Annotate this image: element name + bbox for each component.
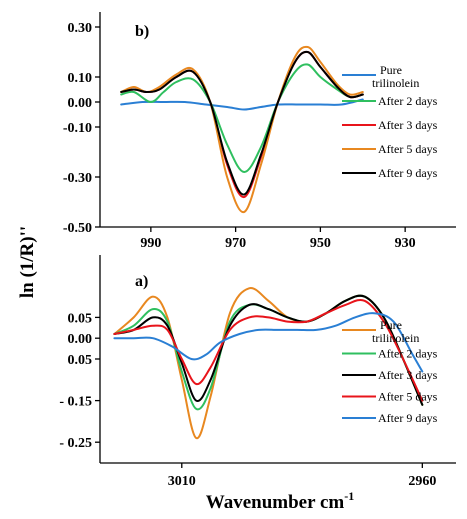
panel-b-series-after-2-days [120,63,364,173]
legend-label-after-9-days: After 9 days [378,166,438,180]
panel-b-x-tick-label: 930 [395,236,416,251]
panel-b-label: b) [135,23,149,40]
panel-a-ticks: 3010 2960 0.05 0.00 0.05 - 0.15 - 0.25 [59,311,436,489]
panel-b-y-tick-label: -0.50 [63,221,92,236]
legend-label-after-3-days: After 3 days [378,368,438,382]
panel-b: b) 990 970 950 930 0.30 0.10 0.00 -0.10 -0.30 -0.… [63,12,456,251]
panel-b-y-tick-label: -0.10 [63,121,92,136]
legend-label-after-9-days: After 9 days [378,411,438,425]
panel-a-series-after-3-days [113,294,424,406]
legend-label-after-2-days: After 2 days [378,347,438,361]
panel-a-plot [113,287,424,440]
panel-b-plot [120,45,364,214]
panel-b-legend: Pure trilinolein After 2 days After 3 days A… [342,63,438,180]
legend-label-pure-trilinolein: Pure trilinolein [372,63,419,90]
panel-b-y-tick-label: 0.30 [68,21,93,36]
panel-a-x-tick-label: 2960 [408,474,436,489]
panel-a: a) 3010 2960 0.05 0.00 0.05 - 0.15 - 0.25 Pure… [59,255,456,489]
panel-a-y-tick-label: 0.00 [68,332,93,347]
panel-a-series-after-9-days [113,312,424,373]
panel-a-legend: Pure trilinolein After 2 days After 3 days A… [342,318,438,425]
panel-b-series-after-5-days [120,45,364,214]
legend-label-after-5-days: After 5 days [378,142,438,156]
legend-label-after-3-days: After 3 days [378,118,438,132]
legend-label-after-2-days: After 2 days [378,94,438,108]
panel-a-y-tick-label: 0.05 [68,311,93,326]
panel-b-x-tick-label: 990 [140,236,161,251]
panel-a-y-tick-label: 0.05 [68,353,93,368]
x-axis-title-superscript: -1 [344,489,354,503]
legend-label-after-5-days: After 5 days [378,390,438,404]
x-axis-title-base: Wavenumber cm [206,492,345,513]
panel-a-y-tick-label: - 0.25 [59,436,92,451]
legend-label-pure-trilinolein: Pure trilinolein [372,318,419,345]
panel-a-series-after-5-days [113,298,424,402]
panel-b-y-tick-label: 0.00 [68,96,93,111]
panel-a-x-tick-label: 3010 [168,474,196,489]
panel-b-ticks: 990 970 950 930 0.30 0.10 0.00 -0.10 -0.30 -0.50 [63,21,416,251]
panel-b-y-tick-label: -0.30 [63,171,92,186]
panel-b-x-tick-label: 970 [225,236,246,251]
panel-b-series-pure-trilinolein [120,98,364,111]
panel-b-y-tick-label: 0.10 [68,71,93,86]
panel-b-x-tick-label: 950 [310,236,331,251]
y-axis-title: ln (1/R)'' [17,226,38,298]
panel-b-series-after-9-days [120,50,364,196]
panel-a-label: a) [135,273,148,290]
panel-a-y-tick-label: - 0.15 [59,395,92,410]
x-axis-title: Wavenumber cm-1 [206,489,354,513]
